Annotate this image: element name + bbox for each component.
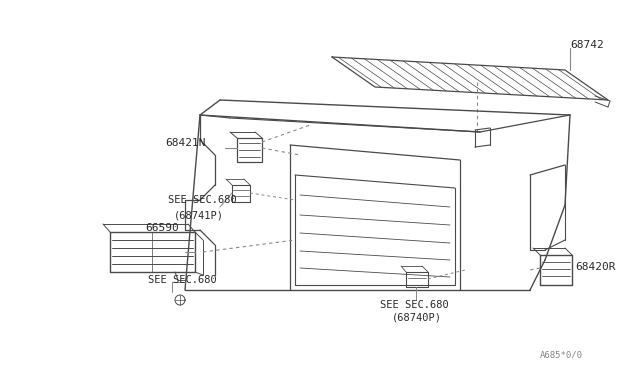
Text: 68742: 68742: [570, 40, 604, 50]
Text: SEE SEC.680: SEE SEC.680: [168, 195, 237, 205]
Text: (68740P): (68740P): [392, 313, 442, 323]
Text: SEE SEC.680: SEE SEC.680: [380, 300, 449, 310]
Text: 68420R: 68420R: [575, 262, 616, 272]
Text: A685*0/0: A685*0/0: [540, 350, 583, 359]
Text: 66590: 66590: [145, 223, 179, 233]
Text: SEE SEC.680: SEE SEC.680: [148, 275, 217, 285]
Text: (68741P): (68741P): [174, 210, 224, 220]
Text: 68421N: 68421N: [165, 138, 205, 148]
